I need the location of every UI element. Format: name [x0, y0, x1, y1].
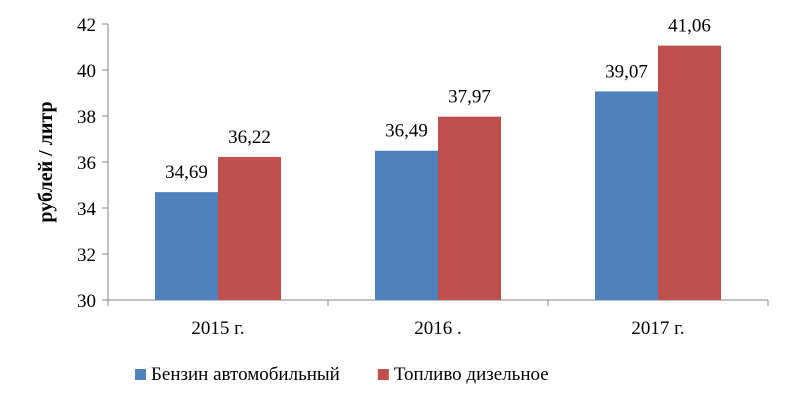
- data-label: 39,07: [605, 61, 648, 82]
- bar: [218, 156, 281, 300]
- y-tick-label: 42: [77, 15, 96, 36]
- bar: [375, 150, 438, 300]
- x-tick-label: 2015 г.: [191, 318, 244, 339]
- x-tick-label: 2017 г.: [631, 318, 684, 339]
- bar: [438, 116, 501, 300]
- data-label: 36,49: [385, 121, 428, 142]
- data-label: 34,69: [165, 162, 208, 183]
- bar: [595, 91, 658, 300]
- data-labels: 34,69 36,22 36,49 37,97 39,07 41,06: [165, 16, 711, 184]
- y-tick-label: 30: [77, 291, 96, 312]
- y-tick-label: 32: [77, 245, 96, 266]
- data-label: 37,97: [448, 87, 491, 108]
- bars: [155, 45, 721, 301]
- bar: [658, 45, 721, 301]
- legend-swatch: [377, 369, 389, 380]
- y-tick-label: 38: [77, 107, 96, 128]
- y-axis-title: рублей / литр: [35, 101, 57, 222]
- y-tick-label: 40: [77, 61, 96, 82]
- legend-swatch: [135, 369, 146, 380]
- y-tick-label: 36: [77, 153, 96, 174]
- x-tick-label: 2016 .: [414, 318, 462, 339]
- y-tick-label: 34: [77, 199, 97, 220]
- bar: [155, 192, 218, 300]
- legend: Бензин автомобильный Топливо дизельное: [135, 364, 549, 385]
- axes: 30 32 34 36 38 40 42 2015 г. 2016 . 2017 г.: [77, 15, 769, 339]
- legend-label: Топливо дизельное: [394, 364, 549, 385]
- legend-label: Бензин автомобильный: [151, 364, 340, 385]
- data-label: 36,22: [228, 127, 271, 148]
- data-label: 41,06: [668, 16, 711, 37]
